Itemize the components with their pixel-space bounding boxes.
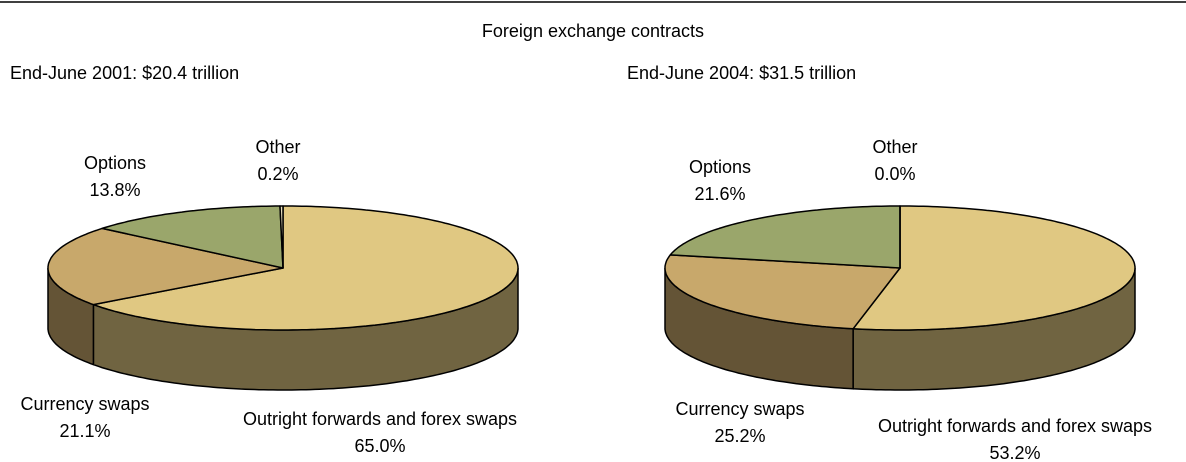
slice-value: 25.2% bbox=[714, 426, 765, 446]
chart-title: Foreign exchange contracts bbox=[482, 21, 704, 41]
slice bbox=[279, 205, 284, 269]
slice-label: Other bbox=[872, 137, 917, 157]
slice bbox=[92, 205, 519, 331]
slice-value: 0.2% bbox=[257, 164, 298, 184]
slice-value: 13.8% bbox=[89, 180, 140, 200]
slice-label: Outright forwards and forex swaps bbox=[243, 409, 517, 429]
slice-value: 65.0% bbox=[354, 436, 405, 456]
slice bbox=[47, 227, 284, 306]
slice bbox=[852, 205, 1136, 331]
slice-label: Options bbox=[689, 157, 751, 177]
slice-value: 21.6% bbox=[694, 184, 745, 204]
slice-value: 53.2% bbox=[989, 443, 1040, 462]
pie-title: End-June 2001: $20.4 trillion bbox=[10, 63, 239, 83]
slice-label: Currency swaps bbox=[20, 394, 149, 414]
slice bbox=[664, 254, 901, 330]
slice-label: Currency swaps bbox=[675, 399, 804, 419]
slice bbox=[669, 205, 901, 269]
pie-title: End-June 2004: $31.5 trillion bbox=[627, 63, 856, 83]
slice bbox=[101, 205, 284, 269]
slice-value: 0.0% bbox=[874, 164, 915, 184]
slice-label: Other bbox=[255, 137, 300, 157]
slice-value: 21.1% bbox=[59, 421, 110, 441]
slice-label: Options bbox=[84, 153, 146, 173]
slice-label: Outright forwards and forex swaps bbox=[878, 416, 1152, 436]
